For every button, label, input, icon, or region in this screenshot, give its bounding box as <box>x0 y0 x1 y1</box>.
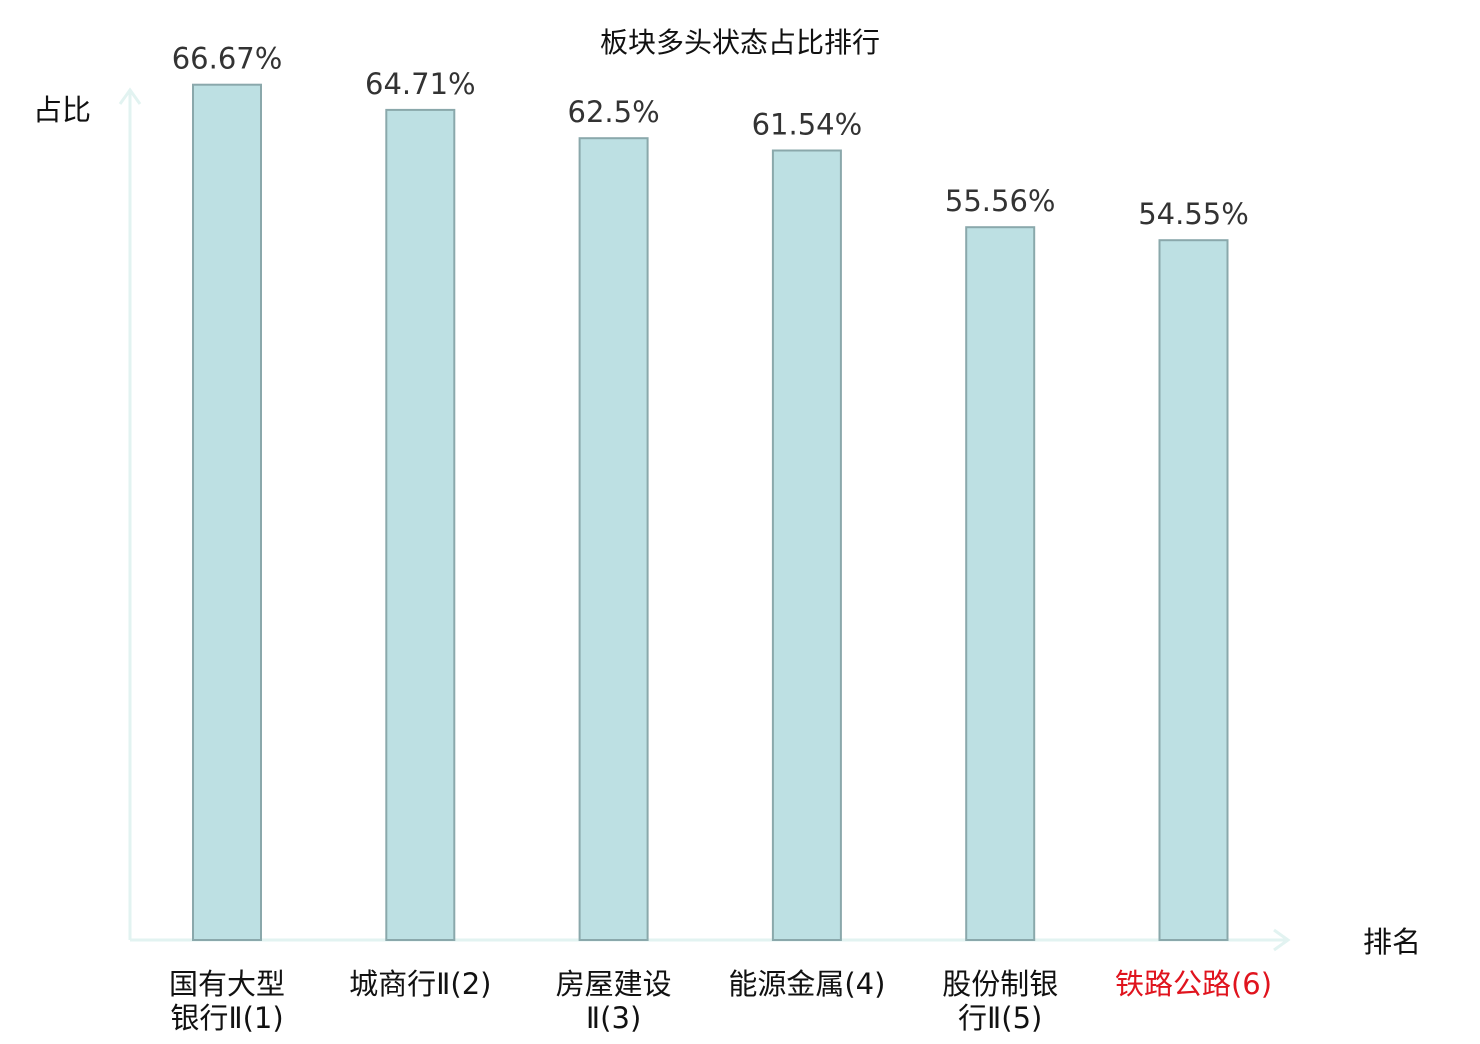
y-axis-label: 占比 <box>33 93 91 127</box>
bar-6 <box>1158 239 1229 941</box>
bar-5 <box>965 226 1036 941</box>
bar-3 <box>578 137 649 941</box>
x-tick-label-1-line-2: 银行Ⅱ(1) <box>170 1001 283 1035</box>
x-tick-label-3-line-1: 房屋建设 <box>556 967 672 1001</box>
x-tick-label-2-line-1: 城商行Ⅱ(2) <box>349 967 491 1001</box>
data-label-3: 62.5% <box>568 95 660 129</box>
data-label-2: 64.71% <box>365 67 476 101</box>
x-axis-label: 排名 <box>1363 925 1421 959</box>
x-axis-arrow-icon <box>1273 928 1291 952</box>
data-label-5: 55.56% <box>945 184 1056 218</box>
x-tick-label-6-line-1: 铁路公路(6) <box>1115 967 1272 1001</box>
bars <box>192 83 1229 941</box>
bar-2 <box>385 108 456 941</box>
bar-4 <box>771 149 842 941</box>
x-tick-label-5-line-1: 股份制银 <box>942 967 1058 1001</box>
x-tick-label-3-line-2: Ⅱ(3) <box>586 1001 641 1035</box>
x-tick-label-1-line-1: 国有大型 <box>169 967 285 1001</box>
data-label-6: 54.55% <box>1138 197 1249 231</box>
chart-title: 板块多头状态占比排行 <box>600 26 880 59</box>
x-tick-label-4-line-1: 能源金属(4) <box>728 967 885 1001</box>
y-axis-arrow-icon <box>118 87 142 105</box>
bar-1 <box>192 83 262 941</box>
data-labels: 66.67% 64.71% 62.5% 61.54% 55.56% 54.55% <box>172 42 1249 232</box>
data-label-4: 61.54% <box>752 108 863 142</box>
data-label-1: 66.67% <box>172 42 283 76</box>
axes <box>118 87 1291 952</box>
x-tick-label-5-line-2: 行Ⅱ(5) <box>958 1001 1042 1035</box>
